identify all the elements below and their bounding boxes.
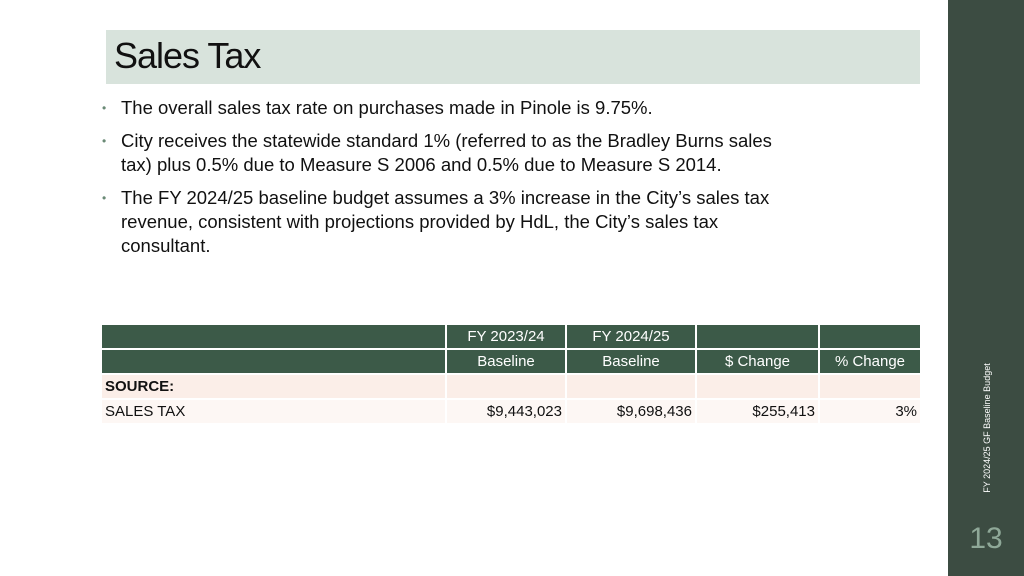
row-label: SALES TAX — [100, 398, 447, 425]
bullet-text: The FY 2024/25 baseline budget assumes a… — [121, 187, 770, 256]
percent-change-value: 3% — [818, 398, 922, 425]
table-row: SALES TAX $9,443,023 $9,698,436 $255,413… — [100, 398, 922, 425]
header-cell — [695, 323, 820, 350]
footer-label: FY 2024/25 GF Baseline Budget — [982, 363, 992, 493]
empty-cell — [818, 373, 922, 400]
section-label: SOURCE: — [100, 373, 447, 400]
page-number: 13 — [969, 522, 1003, 555]
header-cell — [818, 323, 922, 350]
table-section-row: SOURCE: — [100, 373, 922, 400]
header-cell — [100, 348, 447, 375]
bullet-dot-icon: • — [102, 191, 107, 205]
table-header-row: Baseline Baseline $ Change % Change — [100, 348, 922, 375]
empty-cell — [565, 373, 697, 400]
bullet-text: The overall sales tax rate on purchases … — [121, 97, 653, 118]
sidebar-band — [948, 0, 1024, 576]
bullet-list: • The overall sales tax rate on purchase… — [100, 96, 800, 267]
fy2425-value: $9,698,436 — [565, 398, 697, 425]
header-cell: FY 2024/25 — [565, 323, 697, 350]
budget-table: FY 2023/24 FY 2024/25 Baseline Baseline … — [100, 323, 922, 425]
header-cell: $ Change — [695, 348, 820, 375]
dollar-change-value: $255,413 — [695, 398, 820, 425]
header-cell — [100, 323, 447, 350]
bullet-item: • The overall sales tax rate on purchase… — [100, 96, 800, 120]
empty-cell — [445, 373, 567, 400]
bullet-text: City receives the statewide standard 1% … — [121, 130, 772, 175]
title-band: Sales Tax — [106, 30, 920, 84]
bullet-dot-icon: • — [102, 101, 107, 115]
bullet-dot-icon: • — [102, 134, 107, 148]
table-header-row: FY 2023/24 FY 2024/25 — [100, 323, 922, 350]
page-title: Sales Tax — [114, 35, 261, 76]
header-cell: Baseline — [445, 348, 567, 375]
header-cell: FY 2023/24 — [445, 323, 567, 350]
empty-cell — [695, 373, 820, 400]
bullet-item: • City receives the statewide standard 1… — [100, 129, 800, 177]
header-cell: % Change — [818, 348, 922, 375]
fy2324-value: $9,443,023 — [445, 398, 567, 425]
header-cell: Baseline — [565, 348, 697, 375]
bullet-item: • The FY 2024/25 baseline budget assumes… — [100, 186, 800, 258]
